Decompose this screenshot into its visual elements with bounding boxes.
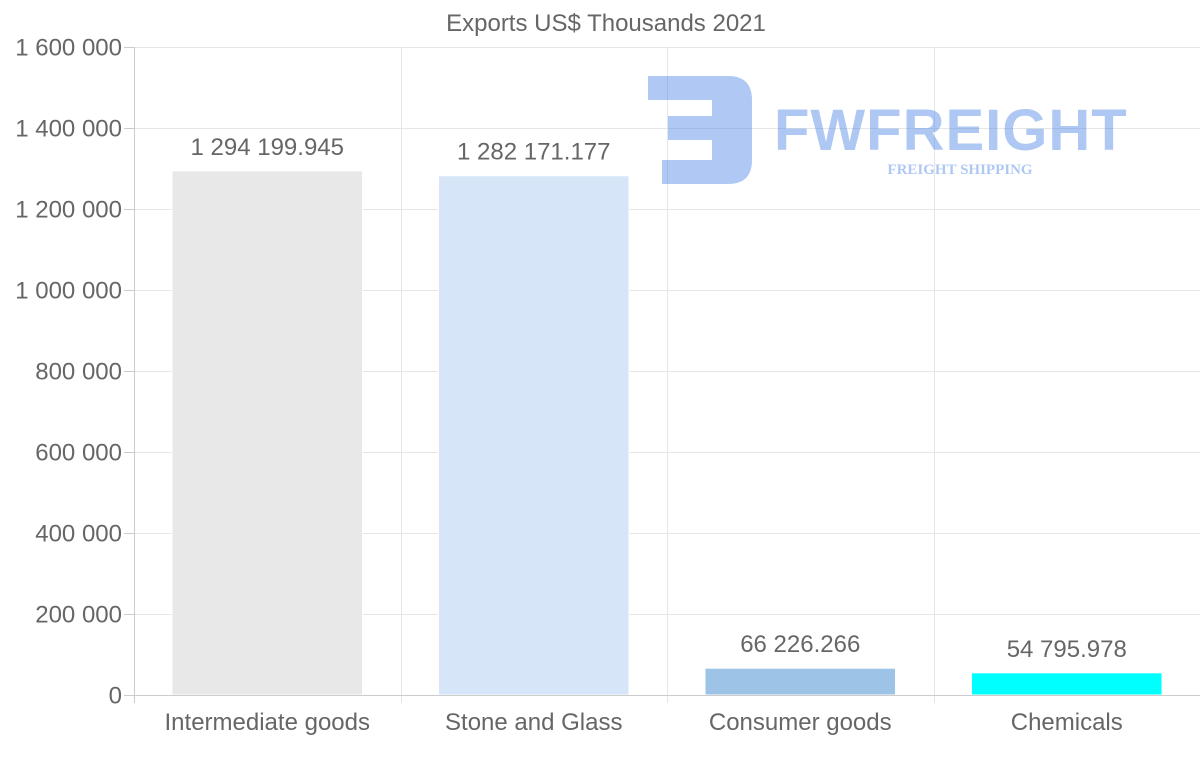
y-tick-label: 1 400 000 — [15, 116, 122, 143]
x-tick-label: Stone and Glass — [445, 709, 622, 736]
y-tick-label: 1 600 000 — [15, 35, 122, 62]
y-tick-label: 200 000 — [35, 602, 122, 629]
chart-title: Exports US$ Thousands 2021 — [446, 10, 766, 37]
y-tick-label: 800 000 — [35, 359, 122, 386]
y-tick-label: 1 000 000 — [15, 278, 122, 305]
bar-consumer-goods — [704, 667, 897, 696]
x-tick-label: Intermediate goods — [165, 709, 370, 736]
data-label: 1 282 171.177 — [457, 139, 610, 166]
bar-chemicals — [970, 672, 1163, 696]
y-tick-label: 1 200 000 — [15, 197, 122, 224]
data-label: 54 795.978 — [1007, 636, 1127, 663]
y-tick-label: 0 — [109, 683, 122, 710]
data-label: 1 294 199.945 — [191, 134, 344, 161]
x-tick-label: Chemicals — [1011, 709, 1123, 736]
axes: 0 200 000 400 000 600 000 800 000 1 000 000 1 … — [15, 35, 1200, 736]
bar-stone-and-glass — [437, 175, 630, 696]
bar-intermediate-goods — [171, 170, 364, 696]
x-tick-label: Consumer goods — [709, 709, 892, 736]
bars — [171, 170, 1163, 696]
watermark-tagline: FREIGHT SHIPPING — [887, 162, 1032, 178]
watermark: FWFREIGHT FREIGHT SHIPPING — [648, 76, 1128, 184]
data-label: 66 226.266 — [740, 631, 860, 658]
fwfreight-logo-icon — [648, 76, 752, 184]
value-labels: 1 294 199.945 1 282 171.177 66 226.266 54 7… — [191, 134, 1127, 663]
watermark-brand: FWFREIGHT — [774, 98, 1128, 163]
y-tick-label: 600 000 — [35, 440, 122, 467]
y-tick-label: 400 000 — [35, 521, 122, 548]
